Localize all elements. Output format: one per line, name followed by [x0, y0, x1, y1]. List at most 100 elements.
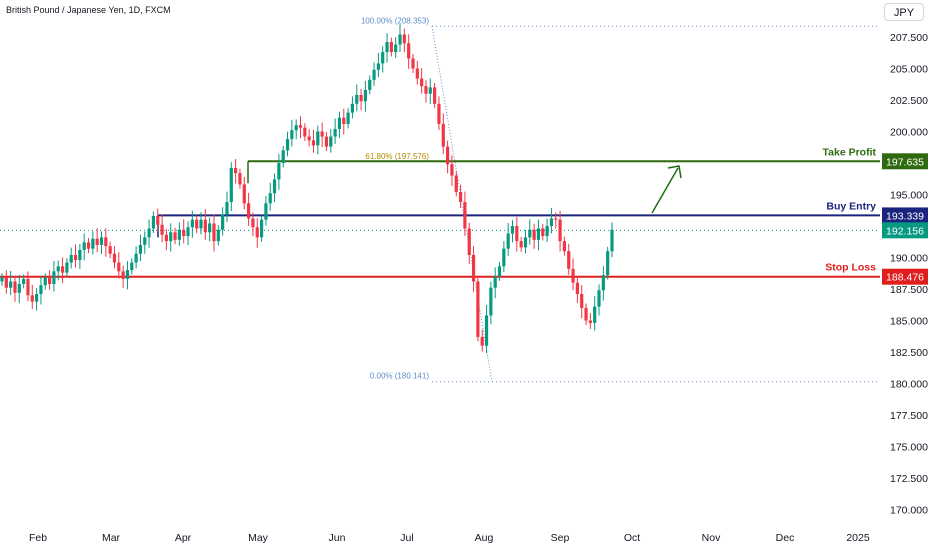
candle-body [480, 336, 484, 346]
candle-body [398, 34, 402, 45]
candle-body [225, 202, 229, 215]
chart-title: British Pound / Japanese Yen, 1D, FXCM [6, 5, 171, 15]
current-price-label: 192.156 [886, 225, 924, 237]
candle-body [562, 241, 567, 252]
candle-body [173, 232, 177, 240]
candle-body [536, 228, 541, 240]
candle-body [601, 275, 605, 291]
candle-body [489, 287, 493, 316]
x-tick-label: Oct [624, 532, 640, 544]
candle-body [476, 281, 480, 337]
fibonacci-retracement: 100.00% (208.353) 61.80% (197.576) 0.00% (… [361, 16, 880, 383]
candle-body [242, 184, 246, 204]
direction-arrow-shaft [651, 167, 679, 214]
candle-body [4, 277, 8, 288]
candle-body [394, 44, 398, 53]
x-tick-label: May [248, 532, 269, 544]
candle-body [471, 254, 476, 282]
candle-body [195, 219, 199, 229]
candle-body [549, 218, 554, 226]
candle-body [52, 271, 56, 284]
fib-level-label: 100.00% (208.353) [361, 16, 429, 25]
candle-body [415, 68, 419, 79]
y-tick-label: 202.500 [890, 95, 928, 107]
level-name: Take Profit [823, 146, 877, 158]
candle-body [350, 103, 355, 113]
price-levels: Take Profit Buy Entry Stop Loss [0, 146, 880, 278]
price-labels: 197.635 193.339 188.476 192.156 [882, 153, 928, 285]
x-tick-label: Dec [776, 532, 795, 544]
candle-body [424, 86, 428, 94]
candle-body [112, 253, 117, 263]
candle-body [584, 307, 588, 321]
x-tick-label: 2025 [846, 532, 870, 544]
y-tick-label: 177.500 [890, 410, 928, 422]
candle-body [407, 43, 411, 59]
price-label-bg [882, 268, 928, 285]
direction-arrow [651, 165, 682, 214]
candle-body [212, 223, 216, 242]
candle-body [26, 278, 30, 296]
candle-body [337, 117, 342, 129]
candle-body [73, 254, 78, 261]
fib-trend-line [431, 26, 493, 382]
candle-body [446, 146, 450, 165]
y-tick-label: 175.000 [890, 442, 928, 454]
time-axis: Feb Mar Apr May Jun Jul Aug Sep Oct Nov Dec 2025 [29, 532, 870, 544]
candle-body [56, 266, 60, 272]
x-tick-label: Feb [29, 532, 47, 544]
candle-body [316, 131, 320, 146]
y-tick-label: 182.500 [890, 347, 928, 359]
candle-body [134, 253, 138, 263]
candle-body [208, 223, 212, 233]
candle-body [437, 103, 441, 124]
candle-body [571, 268, 575, 283]
candle-body [593, 306, 597, 324]
candle-body [580, 294, 584, 308]
candle-body [17, 283, 21, 293]
currency-button[interactable]: JPY [884, 3, 924, 21]
candle-body [372, 69, 376, 80]
candle-body [441, 123, 445, 147]
candle-body [268, 193, 272, 204]
candle-body [381, 52, 385, 64]
price-label: 188.476 [886, 272, 924, 284]
candle-body [60, 266, 65, 273]
candle-body [346, 112, 350, 124]
x-tick-label: Sep [551, 532, 570, 544]
y-tick-label: 190.000 [890, 253, 928, 265]
candle-body [506, 233, 510, 249]
candle-body [35, 294, 39, 302]
current-price-bg [882, 222, 928, 239]
candle-body [368, 79, 372, 90]
y-tick-label: 170.000 [890, 505, 928, 517]
price-label-bg [882, 207, 928, 224]
candle-body [454, 175, 458, 192]
candle-body [567, 251, 571, 269]
candle-body [329, 136, 333, 147]
candle-body [246, 203, 251, 219]
candle-body [160, 224, 164, 235]
candle-body [484, 315, 489, 346]
candle-body [99, 237, 104, 245]
y-tick-label: 200.000 [890, 127, 928, 139]
candle-body [428, 87, 432, 94]
candle-body [510, 226, 515, 234]
price-label: 197.635 [886, 156, 924, 168]
candle-body [138, 244, 143, 254]
candle-body [575, 282, 579, 295]
candle-body [532, 229, 536, 240]
y-tick-label: 185.000 [890, 316, 928, 328]
candle-body [65, 262, 69, 273]
candle-body [0, 277, 4, 282]
level-name: Buy Entry [826, 200, 876, 212]
candle-body [311, 140, 316, 146]
y-tick-label: 195.000 [890, 190, 928, 202]
candle-body [324, 136, 329, 147]
candle-body [95, 238, 99, 245]
candle-body [104, 237, 108, 247]
candle-body [554, 218, 558, 220]
candle-body [264, 203, 268, 220]
candle-body [43, 277, 47, 286]
